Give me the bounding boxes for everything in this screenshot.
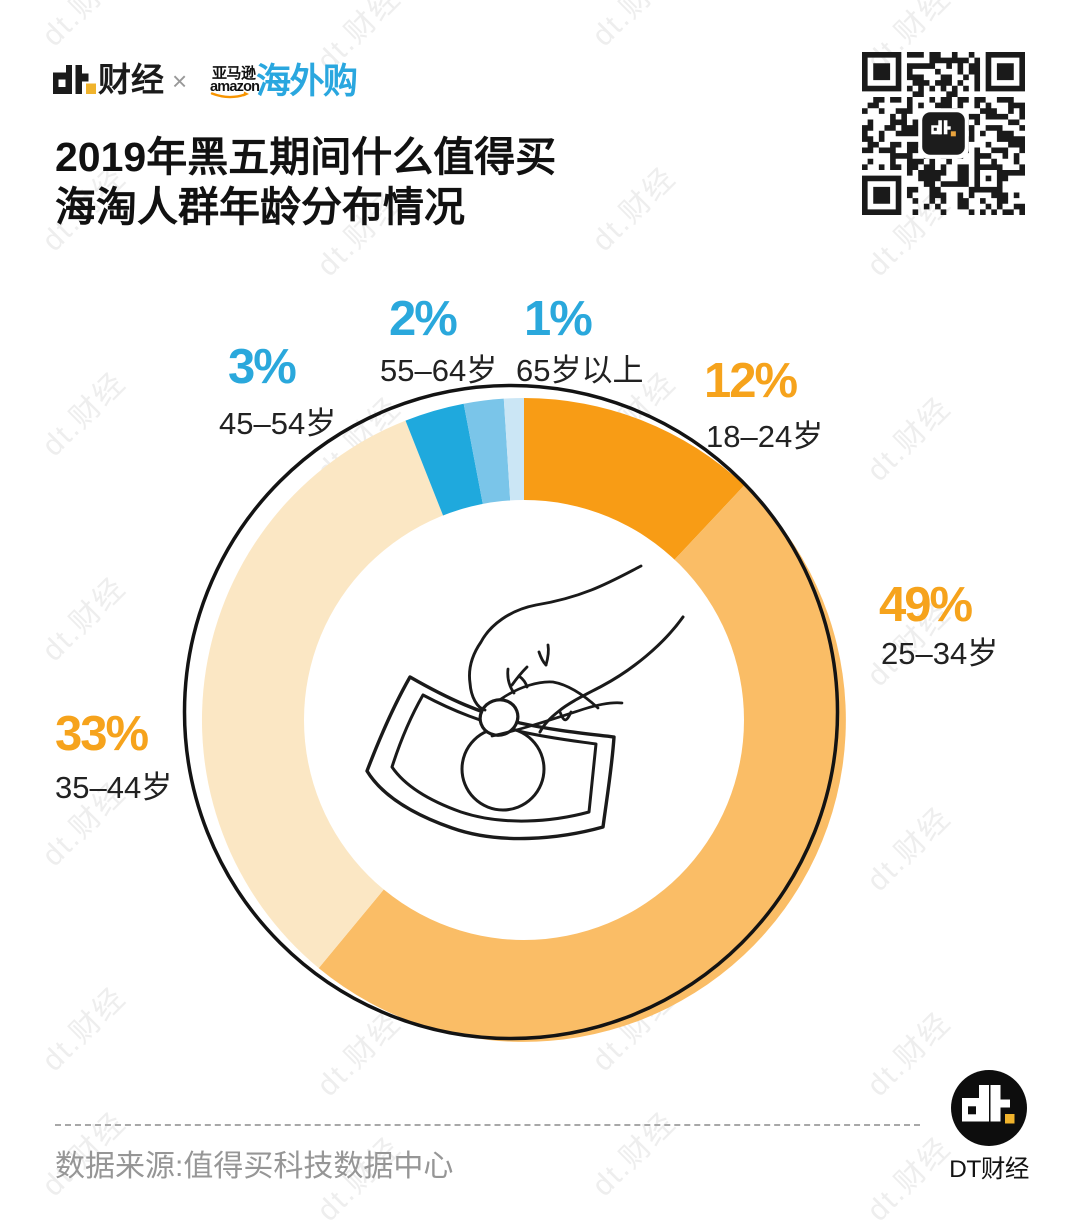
svg-text:DT财经: DT财经	[949, 1155, 1029, 1183]
svg-text:amazon: amazon	[210, 79, 259, 95]
svg-text:×: ×	[172, 66, 187, 96]
svg-text:亚马逊: 亚马逊	[212, 65, 256, 82]
svg-text:财经: 财经	[98, 61, 164, 98]
svg-text:海外购: 海外购	[256, 62, 357, 101]
